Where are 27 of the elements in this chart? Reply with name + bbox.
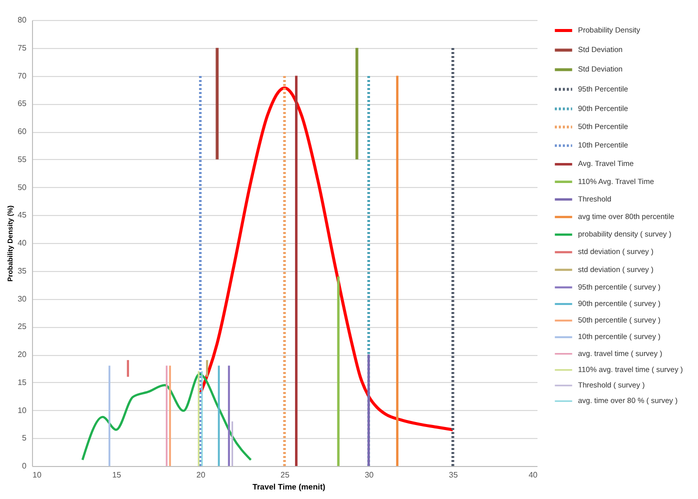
x-tick-label: 40 (528, 470, 538, 480)
x-tick-label: 30 (364, 470, 374, 480)
y-tick-label: 80 (18, 16, 28, 24)
line-series (81, 372, 252, 461)
y-tick-label: 45 (18, 210, 28, 220)
x-tick-label: 20 (196, 470, 206, 480)
y-tick-label: 65 (18, 99, 28, 108)
y-tick-label: 60 (18, 127, 28, 136)
y-tick-label: 5 (22, 434, 28, 443)
x-tick-label: 25 (280, 470, 290, 480)
x-tick-label: 10 (32, 470, 42, 480)
y-tick-label: 55 (18, 154, 28, 164)
y-tick-label: 0 (22, 462, 28, 470)
y-tick-label: 35 (18, 266, 28, 276)
line-series (198, 86, 454, 432)
y-tick-label: 10 (18, 406, 28, 415)
y-tick-label: 40 (18, 238, 28, 248)
x-axis-title: Travel Time (menit) (252, 482, 326, 492)
y-tick-label: 20 (18, 350, 28, 359)
y-tick-label: 25 (18, 322, 28, 332)
y-tick-label: 50 (18, 182, 28, 192)
x-tick-label: 15 (112, 470, 122, 480)
x-tick-label: 35 (448, 470, 458, 480)
y-tick-label: 75 (18, 43, 28, 52)
y-tick-label: 70 (18, 71, 28, 80)
y-tick-label: 15 (18, 378, 28, 387)
y-tick-label: 30 (18, 294, 28, 304)
